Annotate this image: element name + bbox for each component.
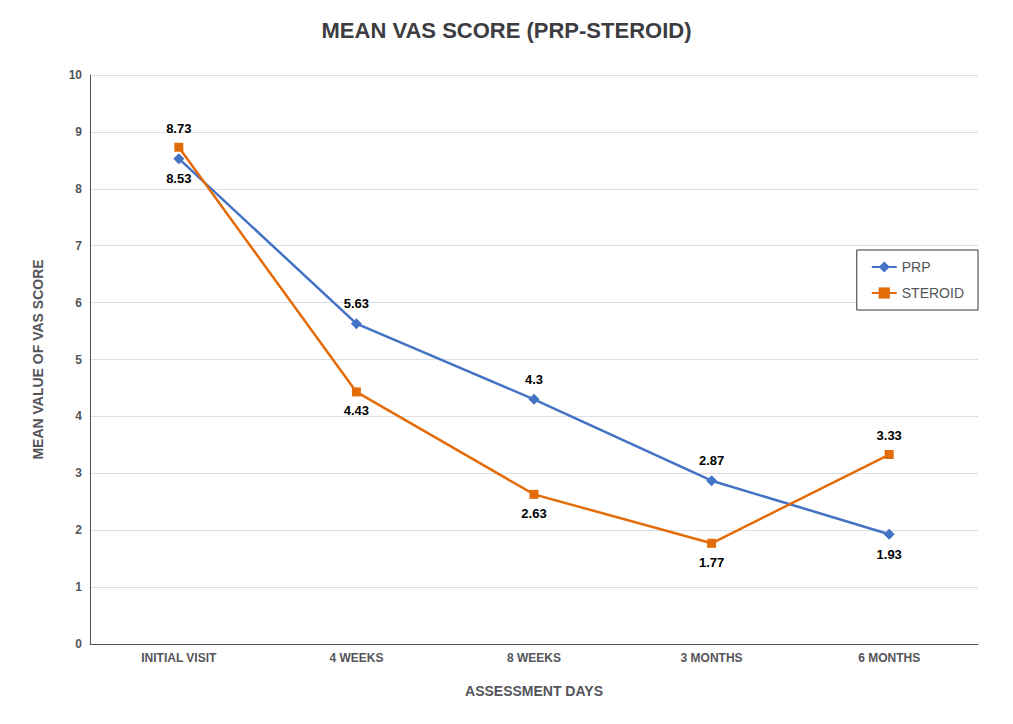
- svg-text:7: 7: [75, 239, 82, 253]
- svg-text:8 WEEKS: 8 WEEKS: [507, 651, 561, 665]
- svg-text:10: 10: [69, 68, 83, 82]
- svg-text:8.53: 8.53: [166, 171, 191, 186]
- svg-text:4 WEEKS: 4 WEEKS: [329, 651, 383, 665]
- svg-text:INITIAL VISIT: INITIAL VISIT: [141, 651, 217, 665]
- svg-text:5.63: 5.63: [344, 296, 369, 311]
- svg-text:4.43: 4.43: [344, 403, 369, 418]
- svg-text:3.33: 3.33: [877, 428, 902, 443]
- svg-text:4: 4: [75, 409, 82, 423]
- svg-text:2.63: 2.63: [521, 506, 546, 521]
- svg-text:0: 0: [75, 637, 82, 651]
- svg-text:6: 6: [75, 296, 82, 310]
- svg-text:8.73: 8.73: [166, 121, 191, 136]
- svg-text:MEAN VALUE OF VAS SCORE: MEAN VALUE OF VAS SCORE: [30, 259, 46, 459]
- svg-text:ASSESSMENT DAYS: ASSESSMENT DAYS: [465, 683, 603, 699]
- svg-text:2.87: 2.87: [699, 453, 724, 468]
- svg-text:PRP: PRP: [902, 259, 931, 275]
- svg-text:4.3: 4.3: [525, 372, 543, 387]
- svg-text:1.93: 1.93: [877, 547, 902, 562]
- svg-text:6 MONTHS: 6 MONTHS: [858, 651, 920, 665]
- svg-text:9: 9: [75, 125, 82, 139]
- svg-text:8: 8: [75, 182, 82, 196]
- svg-text:1: 1: [75, 580, 82, 594]
- svg-text:STEROID: STEROID: [902, 285, 964, 301]
- svg-text:3: 3: [75, 466, 82, 480]
- svg-text:2: 2: [75, 523, 82, 537]
- svg-text:MEAN VAS SCORE (PRP-STEROID): MEAN VAS SCORE (PRP-STEROID): [322, 18, 692, 43]
- svg-text:1.77: 1.77: [699, 555, 724, 570]
- svg-text:3 MONTHS: 3 MONTHS: [681, 651, 743, 665]
- svg-text:5: 5: [75, 353, 82, 367]
